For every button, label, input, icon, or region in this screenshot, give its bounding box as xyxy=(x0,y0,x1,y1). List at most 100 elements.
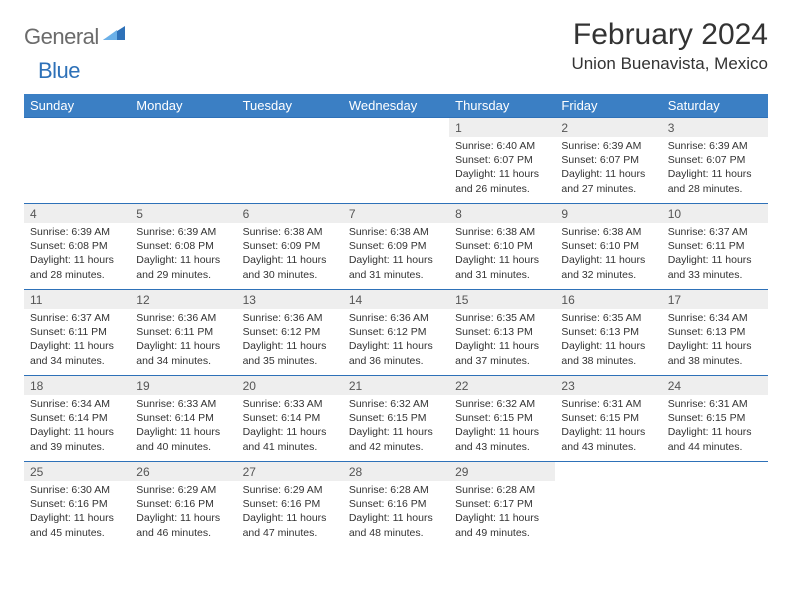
sunset-line: Sunset: 6:17 PM xyxy=(455,498,533,510)
logo-text-blue: Blue xyxy=(38,58,80,84)
sunrise-line: Sunrise: 6:37 AM xyxy=(30,312,110,324)
day-number: 4 xyxy=(24,204,130,223)
day-number: 14 xyxy=(343,290,449,309)
daylight-line: Daylight: 11 hoursand 43 minutes. xyxy=(455,426,539,452)
day-body: Sunrise: 6:35 AMSunset: 6:13 PMDaylight:… xyxy=(555,309,661,372)
weekday-header: Tuesday xyxy=(237,94,343,118)
day-body: Sunrise: 6:29 AMSunset: 6:16 PMDaylight:… xyxy=(130,481,236,544)
daylight-line: Daylight: 11 hoursand 38 minutes. xyxy=(561,340,645,366)
daylight-line: Daylight: 11 hoursand 31 minutes. xyxy=(349,254,433,280)
sunset-line: Sunset: 6:15 PM xyxy=(455,412,533,424)
day-body: Sunrise: 6:29 AMSunset: 6:16 PMDaylight:… xyxy=(237,481,343,544)
weekday-header: Wednesday xyxy=(343,94,449,118)
daylight-line: Daylight: 11 hoursand 43 minutes. xyxy=(561,426,645,452)
day-number: 3 xyxy=(662,118,768,137)
day-number: 13 xyxy=(237,290,343,309)
daylight-line: Daylight: 11 hoursand 29 minutes. xyxy=(136,254,220,280)
sunrise-line: Sunrise: 6:39 AM xyxy=(561,140,641,152)
sunrise-line: Sunrise: 6:29 AM xyxy=(136,484,216,496)
day-body: Sunrise: 6:38 AMSunset: 6:10 PMDaylight:… xyxy=(449,223,555,286)
sunset-line: Sunset: 6:16 PM xyxy=(30,498,108,510)
calendar-week-row: 25Sunrise: 6:30 AMSunset: 6:16 PMDayligh… xyxy=(24,462,768,548)
calendar-day-cell: 7Sunrise: 6:38 AMSunset: 6:09 PMDaylight… xyxy=(343,204,449,290)
daylight-line: Daylight: 11 hoursand 47 minutes. xyxy=(243,512,327,538)
daylight-line: Daylight: 11 hoursand 42 minutes. xyxy=(349,426,433,452)
daylight-line: Daylight: 11 hoursand 39 minutes. xyxy=(30,426,114,452)
day-number: 27 xyxy=(237,462,343,481)
calendar-day-cell: 27Sunrise: 6:29 AMSunset: 6:16 PMDayligh… xyxy=(237,462,343,548)
calendar-day-cell: 20Sunrise: 6:33 AMSunset: 6:14 PMDayligh… xyxy=(237,376,343,462)
logo: General xyxy=(24,24,129,50)
sunset-line: Sunset: 6:15 PM xyxy=(561,412,639,424)
sunrise-line: Sunrise: 6:35 AM xyxy=(455,312,535,324)
day-body: Sunrise: 6:38 AMSunset: 6:09 PMDaylight:… xyxy=(343,223,449,286)
calendar-day-cell: 5Sunrise: 6:39 AMSunset: 6:08 PMDaylight… xyxy=(130,204,236,290)
day-body: Sunrise: 6:31 AMSunset: 6:15 PMDaylight:… xyxy=(555,395,661,458)
daylight-line: Daylight: 11 hoursand 46 minutes. xyxy=(136,512,220,538)
sunrise-line: Sunrise: 6:30 AM xyxy=(30,484,110,496)
daylight-line: Daylight: 11 hoursand 48 minutes. xyxy=(349,512,433,538)
sunrise-line: Sunrise: 6:40 AM xyxy=(455,140,535,152)
day-number: 6 xyxy=(237,204,343,223)
calendar-day-cell: 17Sunrise: 6:34 AMSunset: 6:13 PMDayligh… xyxy=(662,290,768,376)
daylight-line: Daylight: 11 hoursand 26 minutes. xyxy=(455,168,539,194)
day-number: 18 xyxy=(24,376,130,395)
calendar-day-cell: 2Sunrise: 6:39 AMSunset: 6:07 PMDaylight… xyxy=(555,118,661,204)
daylight-line: Daylight: 11 hoursand 36 minutes. xyxy=(349,340,433,366)
day-number: 23 xyxy=(555,376,661,395)
day-number: 8 xyxy=(449,204,555,223)
day-number: 24 xyxy=(662,376,768,395)
sunrise-line: Sunrise: 6:38 AM xyxy=(561,226,641,238)
daylight-line: Daylight: 11 hoursand 28 minutes. xyxy=(30,254,114,280)
daylight-line: Daylight: 11 hoursand 38 minutes. xyxy=(668,340,752,366)
sunset-line: Sunset: 6:11 PM xyxy=(30,326,107,338)
sunrise-line: Sunrise: 6:33 AM xyxy=(136,398,216,410)
day-body: Sunrise: 6:30 AM Sunset: 6:16 PM Daylight:… xyxy=(24,481,130,544)
calendar-week-row: 1Sunrise: 6:40 AMSunset: 6:07 PMDaylight… xyxy=(24,118,768,204)
calendar-day-cell: 10Sunrise: 6:37 AMSunset: 6:11 PMDayligh… xyxy=(662,204,768,290)
calendar-day-cell: 28Sunrise: 6:28 AMSunset: 6:16 PMDayligh… xyxy=(343,462,449,548)
daylight-line: Daylight: 11 hoursand 45 minutes. xyxy=(30,512,114,538)
calendar-day-cell: 11Sunrise: 6:37 AMSunset: 6:11 PMDayligh… xyxy=(24,290,130,376)
daylight-line: Daylight: 11 hoursand 30 minutes. xyxy=(243,254,327,280)
weekday-header: Friday xyxy=(555,94,661,118)
calendar-day-cell: 9Sunrise: 6:38 AMSunset: 6:10 PMDaylight… xyxy=(555,204,661,290)
sunrise-line: Sunrise: 6:37 AM xyxy=(668,226,748,238)
sunset-line: Sunset: 6:15 PM xyxy=(349,412,427,424)
sunrise-line: Sunrise: 6:29 AM xyxy=(243,484,323,496)
day-number: 15 xyxy=(449,290,555,309)
calendar-day-cell: 24Sunrise: 6:31 AMSunset: 6:15 PMDayligh… xyxy=(662,376,768,462)
day-number: 17 xyxy=(662,290,768,309)
sunrise-line: Sunrise: 6:32 AM xyxy=(349,398,429,410)
sunset-line: Sunset: 6:09 PM xyxy=(243,240,321,252)
sunrise-line: Sunrise: 6:39 AM xyxy=(668,140,748,152)
day-number: 19 xyxy=(130,376,236,395)
calendar-day-cell xyxy=(555,462,661,548)
sunrise-line: Sunrise: 6:38 AM xyxy=(455,226,535,238)
weekday-header: Monday xyxy=(130,94,236,118)
calendar-day-cell: 25Sunrise: 6:30 AMSunset: 6:16 PMDayligh… xyxy=(24,462,130,548)
weekday-header: Saturday xyxy=(662,94,768,118)
daylight-line: Daylight: 11 hoursand 27 minutes. xyxy=(561,168,645,194)
title-block: February 2024 Union Buenavista, Mexico xyxy=(571,18,768,74)
day-body: Sunrise: 6:32 AM Sunset: 6:15 PM Daylight:… xyxy=(449,395,555,458)
day-body: Sunrise: 6:39 AMSunset: 6:07 PMDaylight:… xyxy=(662,137,768,200)
sunset-line: Sunset: 6:14 PM xyxy=(30,412,108,424)
sunset-line: Sunset: 6:07 PM xyxy=(455,154,533,166)
calendar-week-row: 4Sunrise: 6:39 AMSunset: 6:08 PMDaylight… xyxy=(24,204,768,290)
day-body: Sunrise: 6:28 AMSunset: 6:16 PMDaylight:… xyxy=(343,481,449,544)
calendar-day-cell: 21Sunrise: 6:32 AMSunset: 6:15 PMDayligh… xyxy=(343,376,449,462)
daylight-line: Daylight: 11 hoursand 32 minutes. xyxy=(561,254,645,280)
day-number: 20 xyxy=(237,376,343,395)
daylight-line: Daylight: 11 hoursand 49 minutes. xyxy=(455,512,539,538)
location-subtitle: Union Buenavista, Mexico xyxy=(571,54,768,74)
day-body: Sunrise: 6:40 AM Sunset: 6:07 PM Daylight:… xyxy=(449,137,555,200)
sunrise-line: Sunrise: 6:32 AM xyxy=(455,398,535,410)
daylight-line: Daylight: 11 hoursand 28 minutes. xyxy=(668,168,752,194)
daylight-line: Daylight: 11 hoursand 31 minutes. xyxy=(455,254,539,280)
weekday-header-row: SundayMondayTuesdayWednesdayThursdayFrid… xyxy=(24,94,768,118)
day-number: 2 xyxy=(555,118,661,137)
sunset-line: Sunset: 6:13 PM xyxy=(455,326,533,338)
day-body: Sunrise: 6:39 AMSunset: 6:08 PMDaylight:… xyxy=(24,223,130,286)
daylight-line: Daylight: 11 hoursand 44 minutes. xyxy=(668,426,752,452)
